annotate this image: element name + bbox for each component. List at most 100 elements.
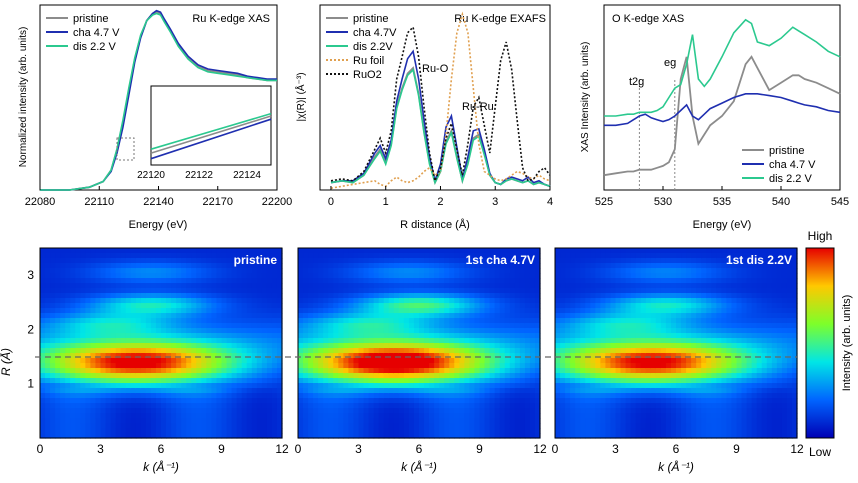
wt-xtick-label: 3 bbox=[97, 442, 104, 456]
wt-cell bbox=[125, 293, 132, 299]
wt-cell bbox=[519, 428, 526, 434]
wt-cell bbox=[514, 363, 521, 369]
wt-cell bbox=[681, 418, 687, 424]
wt-cell bbox=[120, 418, 127, 424]
wt-cell bbox=[474, 388, 481, 394]
wt-cell bbox=[580, 343, 586, 349]
wt-cell bbox=[504, 298, 511, 304]
wt-cell bbox=[676, 388, 682, 394]
wt-cell bbox=[95, 308, 102, 314]
wt-cell bbox=[303, 358, 309, 364]
wt-cell bbox=[459, 268, 465, 274]
wt-cell bbox=[701, 248, 707, 254]
wt-cell bbox=[615, 363, 622, 369]
wt-cell bbox=[635, 283, 642, 289]
wt-cell bbox=[343, 328, 350, 334]
wt-cell bbox=[454, 373, 460, 379]
wt-cell bbox=[130, 263, 137, 269]
wt-cell bbox=[479, 268, 486, 274]
wt-cell bbox=[408, 273, 415, 279]
wt-cell bbox=[140, 383, 147, 389]
wt-cell bbox=[484, 328, 491, 334]
wt-cell bbox=[504, 433, 511, 439]
wt-cell bbox=[115, 308, 122, 314]
wt-cell bbox=[166, 393, 172, 399]
wt-cell bbox=[383, 333, 390, 339]
wt-cell bbox=[171, 418, 177, 424]
wt-cell bbox=[429, 368, 435, 374]
wt-cell bbox=[216, 363, 223, 369]
wt-cell bbox=[469, 388, 476, 394]
wt-cell bbox=[650, 253, 657, 259]
wt-cell bbox=[308, 253, 314, 259]
wt-cell bbox=[378, 303, 385, 309]
wt-cell bbox=[429, 278, 435, 284]
wt-cell bbox=[216, 263, 223, 269]
wt-cell bbox=[439, 408, 445, 414]
wt-cell bbox=[555, 398, 561, 404]
wt-cell bbox=[303, 288, 309, 294]
wt-cell bbox=[298, 258, 304, 264]
wt-cell bbox=[555, 433, 561, 439]
wt-cell bbox=[363, 288, 370, 294]
wt-cell bbox=[686, 253, 692, 259]
wt-cell bbox=[266, 403, 273, 409]
wt-cell bbox=[115, 318, 122, 324]
wt-cell bbox=[514, 358, 521, 364]
wt-cell bbox=[499, 318, 506, 324]
wt-cell bbox=[403, 258, 410, 264]
wt-cell bbox=[155, 323, 162, 329]
wt-cell bbox=[650, 258, 657, 264]
wt-cell bbox=[50, 388, 56, 394]
wt-cell bbox=[670, 248, 677, 254]
wt-cell bbox=[171, 318, 177, 324]
wt-cell bbox=[75, 308, 81, 314]
wt-cell bbox=[75, 303, 81, 309]
wt-cell bbox=[363, 433, 370, 439]
wt-cell bbox=[519, 278, 526, 284]
wt-cell bbox=[555, 393, 561, 399]
wt-cell bbox=[388, 313, 395, 319]
wt-cell bbox=[70, 253, 76, 259]
wt-cell bbox=[620, 393, 627, 399]
wt-cell bbox=[504, 423, 511, 429]
wt-cell bbox=[181, 353, 187, 359]
wt-cell bbox=[514, 248, 521, 254]
wt-cell bbox=[196, 418, 202, 424]
wt-cell bbox=[120, 378, 127, 384]
wt-cell bbox=[469, 413, 476, 419]
wt-cell bbox=[176, 398, 182, 404]
wt-cell bbox=[110, 413, 117, 419]
wt-cell bbox=[524, 413, 531, 419]
wt-cell bbox=[560, 388, 566, 394]
wt-cell bbox=[140, 388, 147, 394]
wt-cell bbox=[464, 393, 471, 399]
wt-cell bbox=[226, 398, 233, 404]
wt-cell bbox=[711, 258, 717, 264]
wt-cell bbox=[50, 398, 56, 404]
wt-cell bbox=[333, 383, 339, 389]
wt-cell bbox=[323, 323, 329, 329]
wt-cell bbox=[504, 358, 511, 364]
wt-cell bbox=[479, 398, 486, 404]
wt-cell bbox=[40, 308, 46, 314]
wt-cell bbox=[625, 388, 632, 394]
wt-cell bbox=[449, 283, 455, 289]
wt-cell bbox=[206, 268, 213, 274]
wt-cell bbox=[216, 393, 223, 399]
wt-cell bbox=[424, 393, 430, 399]
wt-cell bbox=[303, 368, 309, 374]
wt-cell bbox=[150, 418, 157, 424]
wt-cell bbox=[110, 313, 117, 319]
wt-cell bbox=[706, 318, 712, 324]
wt-cell bbox=[45, 358, 51, 364]
wt-cell bbox=[605, 278, 612, 284]
wt-cell bbox=[484, 393, 491, 399]
wt-cell bbox=[444, 343, 450, 349]
wt-cell bbox=[40, 378, 46, 384]
wt-cell bbox=[100, 333, 107, 339]
wt-cell bbox=[75, 388, 81, 394]
wt-cell bbox=[191, 393, 197, 399]
wt-cell bbox=[65, 423, 71, 429]
wt-cell bbox=[115, 423, 122, 429]
